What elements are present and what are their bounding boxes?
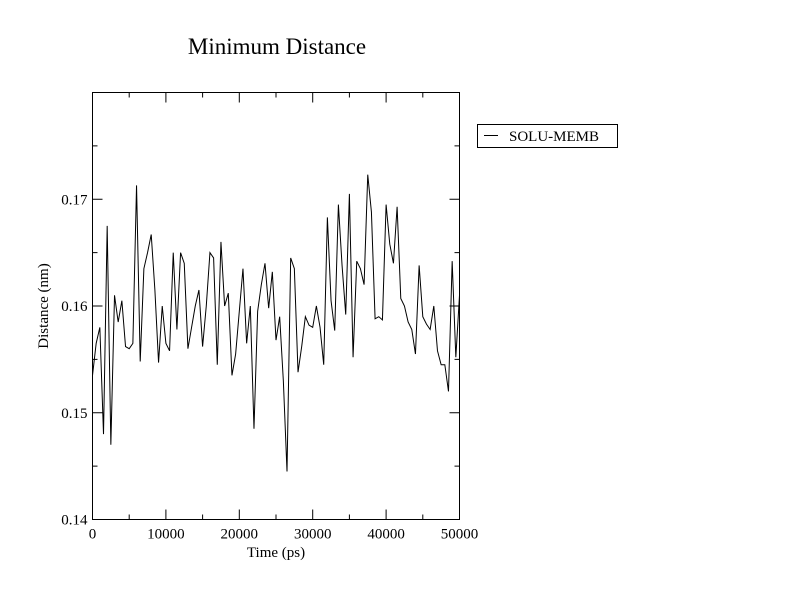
y-tick-label: 0.16 [61, 299, 88, 315]
y-tick-label: 0.17 [61, 192, 88, 208]
series-line-solu-memb [92, 174, 460, 472]
y-axis-label: Distance (nm) [36, 263, 52, 348]
y-tick-label: 0.14 [61, 513, 88, 529]
series-layer [92, 174, 460, 472]
x-axis-label: Time (ps) [247, 545, 305, 561]
x-tick-label: 20000 [221, 527, 259, 543]
x-tick-label: 50000 [441, 527, 479, 543]
legend-label-solu-memb: SOLU-MEMB [509, 129, 599, 145]
y-axis-ticks: 0.14 0.15 0.16 0.17 [61, 92, 460, 529]
plot-area: 0 10000 20000 30000 40000 50000 0.140.150.160… [61, 92, 479, 543]
x-axis-ticks: 0 10000 20000 30000 40000 50000 [89, 92, 479, 543]
x-tick-label: 40000 [367, 527, 405, 543]
x-tick-label: 30000 [294, 527, 332, 543]
x-tick-label: 10000 [147, 527, 185, 543]
legend-box [477, 124, 618, 148]
y-tick-label: 0.15 [61, 406, 87, 422]
chart-title: Minimum Distance [188, 34, 366, 59]
legend: SOLU-MEMB [477, 124, 618, 148]
x-tick-label: 0 [89, 527, 97, 543]
